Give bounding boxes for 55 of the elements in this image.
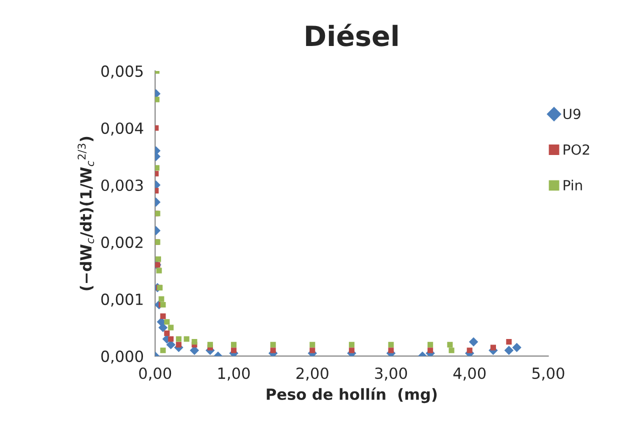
- point: [348, 348, 354, 354]
- point: [176, 336, 182, 342]
- x-axis-title: Peso de hollín (mg): [266, 388, 437, 404]
- y-tick-label: 0,002: [101, 236, 142, 250]
- point: [155, 96, 160, 102]
- x-tick-label: 3,00: [375, 367, 407, 381]
- point: [506, 339, 512, 345]
- point: [310, 342, 316, 348]
- point: [466, 348, 472, 354]
- point: [184, 336, 190, 342]
- point: [447, 342, 453, 348]
- point: [468, 337, 478, 346]
- point: [207, 342, 213, 348]
- point: [310, 348, 316, 354]
- x-tick-label: 1,00: [218, 367, 250, 381]
- point: [158, 322, 168, 332]
- y-tick-label: 0,003: [101, 179, 143, 193]
- point: [490, 344, 496, 350]
- y-tick-label: 0,004: [101, 122, 144, 136]
- x-tick-label: 0,00: [139, 367, 172, 381]
- x-tick-label: 5,00: [532, 367, 564, 381]
- y-tick-label: 0,001: [101, 294, 143, 307]
- point: [155, 165, 160, 171]
- legend-label: PO2: [564, 144, 590, 155]
- point: [230, 348, 237, 354]
- point: [158, 296, 164, 302]
- chart-title: Diésel: [306, 24, 398, 46]
- point: [164, 330, 170, 336]
- point: [270, 342, 276, 348]
- x-tick-label: 2,00: [296, 367, 328, 381]
- point: [512, 342, 522, 352]
- point: [168, 336, 174, 342]
- point: [428, 348, 434, 354]
- point: [160, 313, 166, 319]
- point: [155, 256, 162, 262]
- point: [448, 348, 454, 354]
- x-tick-label: 4,00: [453, 367, 486, 381]
- point: [348, 342, 354, 348]
- point: [428, 342, 434, 348]
- legend-label: U9: [564, 108, 580, 120]
- y-tick-label: 0,005: [101, 65, 143, 79]
- point: [176, 342, 182, 348]
- y-tick-label: 0,000: [101, 350, 143, 364]
- point: [164, 319, 170, 325]
- point: [160, 348, 166, 354]
- point: [168, 324, 174, 330]
- point: [270, 348, 276, 354]
- legend-label: Pin: [564, 180, 582, 190]
- point: [192, 339, 198, 345]
- point: [230, 342, 237, 348]
- point: [156, 268, 162, 274]
- y-axis-title: (−dW$_{c}$/dt)(1/W$_{c}$$^{2/3}$): [78, 136, 94, 290]
- point: [388, 348, 394, 354]
- point: [504, 346, 514, 355]
- point: [388, 342, 394, 348]
